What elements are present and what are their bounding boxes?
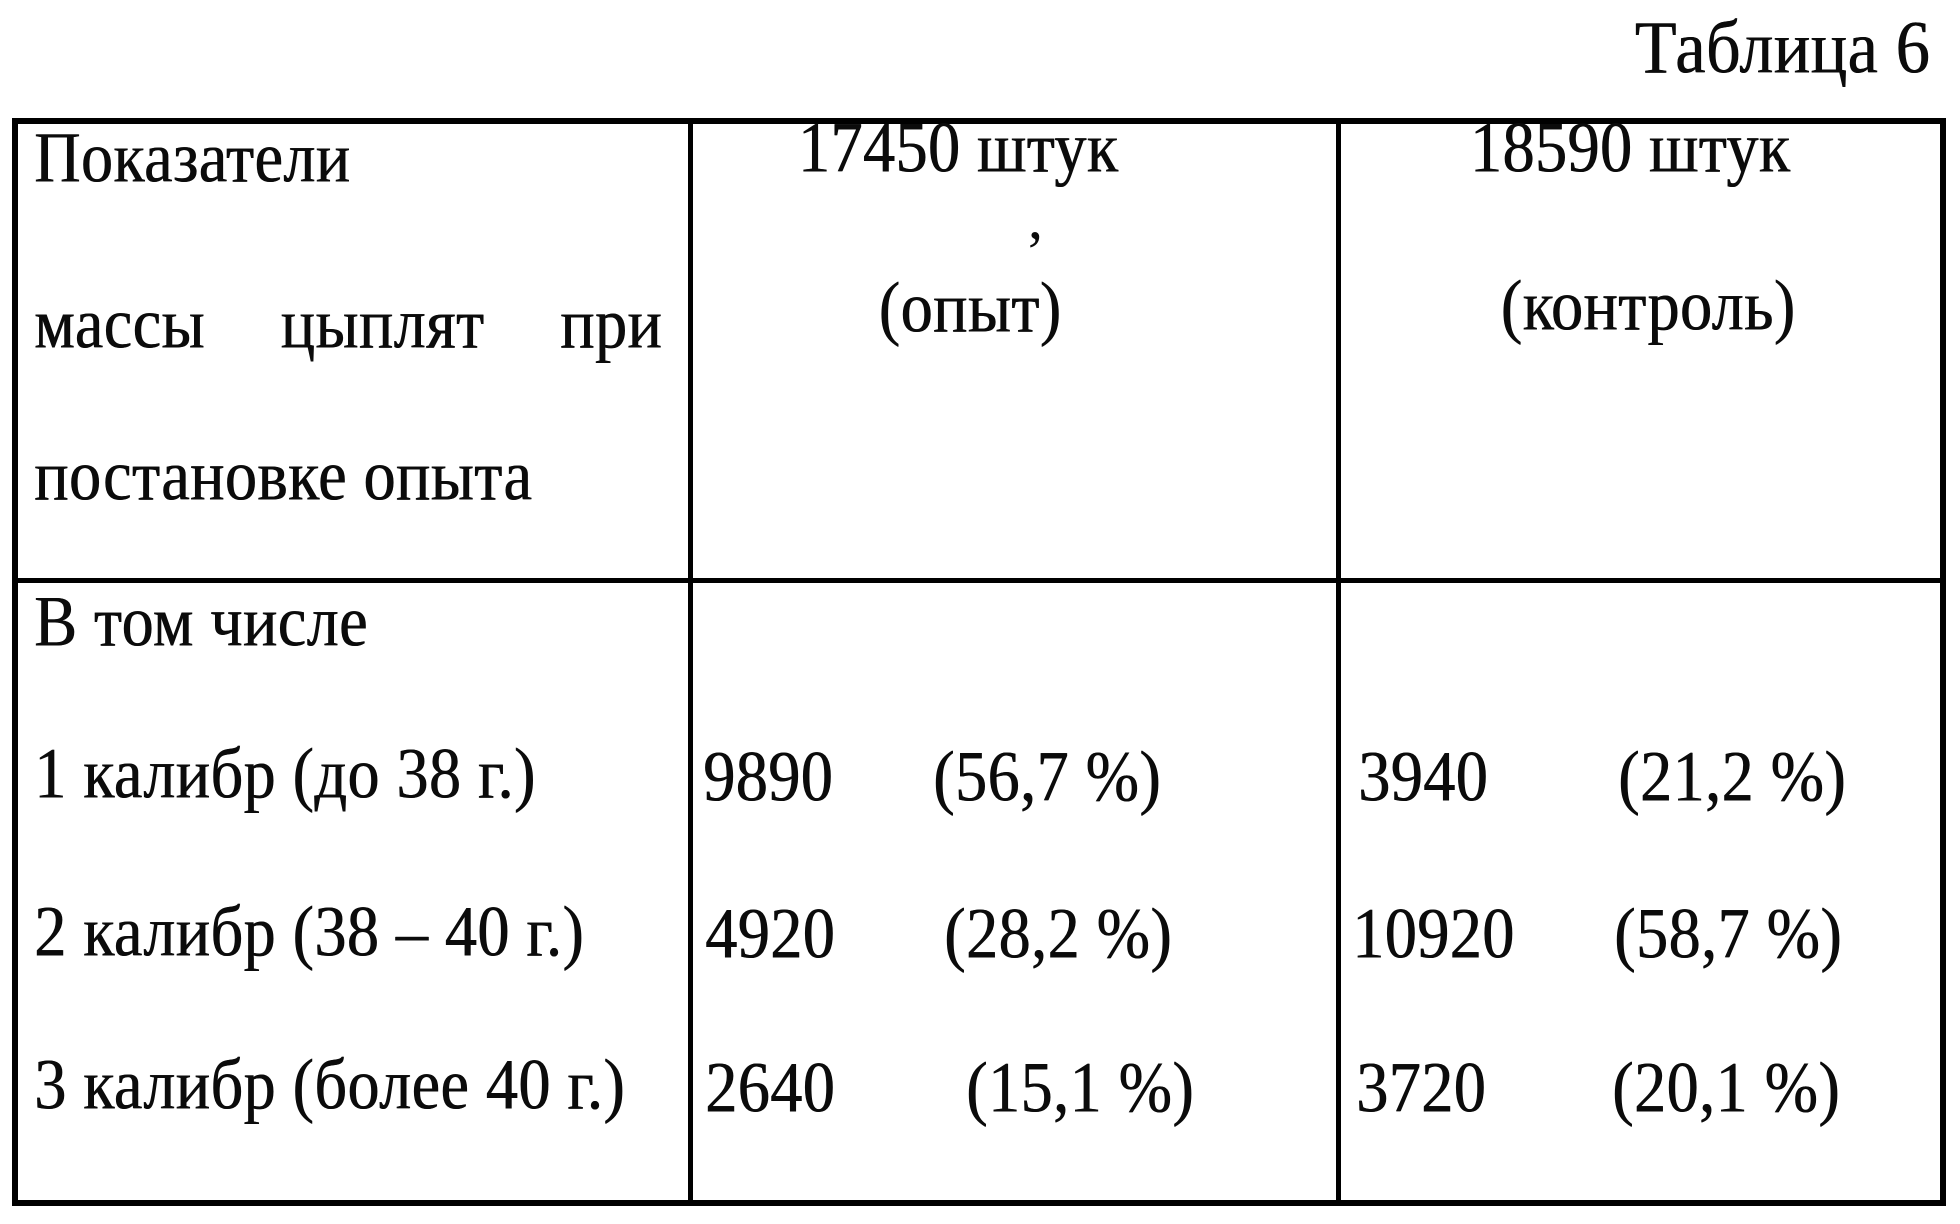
header-control-label: (контроль): [1500, 265, 1796, 346]
stray-comma-mark: ,: [1028, 185, 1043, 251]
experiment-count-caliber-2: 4920: [705, 893, 835, 974]
row-label-caliber-3: 3 калибр (более 40 г.): [34, 1044, 625, 1125]
column-divider-1: [688, 118, 693, 1206]
control-percent-caliber-2: (58,7 %): [1614, 893, 1842, 974]
control-count-caliber-1: 3940: [1358, 736, 1488, 817]
experiment-count-caliber-1: 9890: [703, 736, 833, 817]
experiment-percent-caliber-1: (56,7 %): [933, 736, 1161, 817]
header-control-count: 18590 штук: [1469, 107, 1791, 188]
body-intro-label: В том числе: [34, 581, 368, 662]
row-label-caliber-1: 1 калибр (до 38 г.): [34, 733, 536, 814]
table-caption: Таблица 6: [1634, 5, 1930, 90]
control-percent-caliber-1: (21,2 %): [1618, 736, 1846, 817]
experiment-percent-caliber-2: (28,2 %): [944, 893, 1172, 974]
control-count-caliber-2: 10920: [1352, 893, 1515, 974]
header-indicator-line3: постановке опыта: [34, 435, 533, 516]
row-label-caliber-2: 2 калибр (38 – 40 г.): [34, 891, 584, 972]
header-experiment-count: 17450 штук: [797, 107, 1119, 188]
column-divider-2: [1336, 118, 1341, 1206]
header-indicator-line2: массы цыплят при: [34, 283, 662, 364]
header-row-divider: [12, 578, 1946, 583]
header-experiment-label: (опыт): [878, 267, 1062, 348]
header-indicator-line1: Показатели: [34, 117, 351, 198]
experiment-percent-caliber-3: (15,1 %): [966, 1047, 1194, 1128]
header-indicator-word-massy: массы: [34, 283, 205, 364]
header-indicator-word-tsyplyat: цыплят: [280, 283, 485, 364]
table-outer-border: [12, 118, 1946, 1206]
header-indicator-word-pri: при: [560, 283, 662, 364]
experiment-count-caliber-3: 2640: [705, 1047, 835, 1128]
control-count-caliber-3: 3720: [1356, 1047, 1486, 1128]
control-percent-caliber-3: (20,1 %): [1612, 1047, 1840, 1128]
